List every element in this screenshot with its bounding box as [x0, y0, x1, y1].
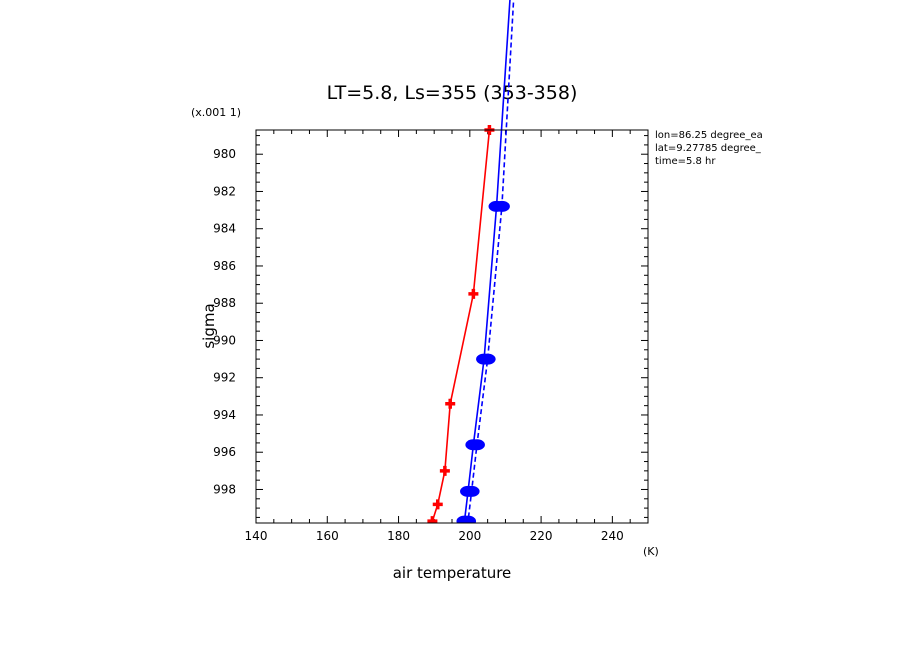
- x-tick-label: 240: [601, 529, 624, 543]
- series-2: [460, 0, 515, 523]
- y-scale-label: (x.001 1): [191, 106, 241, 119]
- y-axis-label: sigma: [200, 303, 218, 348]
- y-tick-label: 980: [213, 147, 236, 161]
- axis-ticks: [255, 130, 649, 523]
- x-tick-label: 200: [458, 529, 481, 543]
- chart-title: LT=5.8, Ls=355 (353-358): [327, 82, 578, 104]
- y-tick-label: 998: [213, 482, 236, 496]
- series-line: [467, 0, 515, 522]
- y-tick-label: 992: [213, 371, 236, 385]
- y-tick-label: 988: [213, 296, 236, 310]
- annotation-time: time=5.8 hr: [655, 156, 716, 167]
- x-tick-label: 140: [245, 529, 268, 543]
- y-tick-label: 996: [213, 445, 236, 459]
- x-unit-label: (K): [643, 545, 659, 558]
- series-0: [427, 125, 495, 523]
- data-point: [468, 288, 479, 299]
- data-point: [493, 200, 510, 212]
- data-point: [445, 398, 456, 409]
- tick-labels: 140 160 180 200 220 240 980 982 984 986 988 990 992 9…: [213, 147, 624, 543]
- data-point: [463, 485, 480, 497]
- series-line: [431, 129, 491, 522]
- y-tick-label: 986: [213, 259, 236, 273]
- data-point: [439, 465, 450, 476]
- data-point: [479, 353, 496, 365]
- y-tick-label: 982: [213, 184, 236, 198]
- annotation-lat: lat=9.27785 degree_: [655, 143, 762, 154]
- annotation-lon: lon=86.25 degree_ea: [655, 130, 763, 141]
- y-tick-label: 984: [213, 222, 236, 236]
- x-axis-label: air temperature: [393, 564, 512, 582]
- series-layer: [427, 0, 515, 523]
- data-point: [427, 516, 438, 523]
- data-point: [432, 499, 443, 510]
- x-tick-label: 180: [387, 529, 410, 543]
- y-tick-label: 994: [213, 408, 236, 422]
- x-tick-label: 220: [530, 529, 553, 543]
- plot-frame: [255, 129, 649, 524]
- data-point: [468, 439, 485, 451]
- data-point: [460, 515, 477, 523]
- y-tick-label: 990: [213, 333, 236, 347]
- x-tick-label: 160: [316, 529, 339, 543]
